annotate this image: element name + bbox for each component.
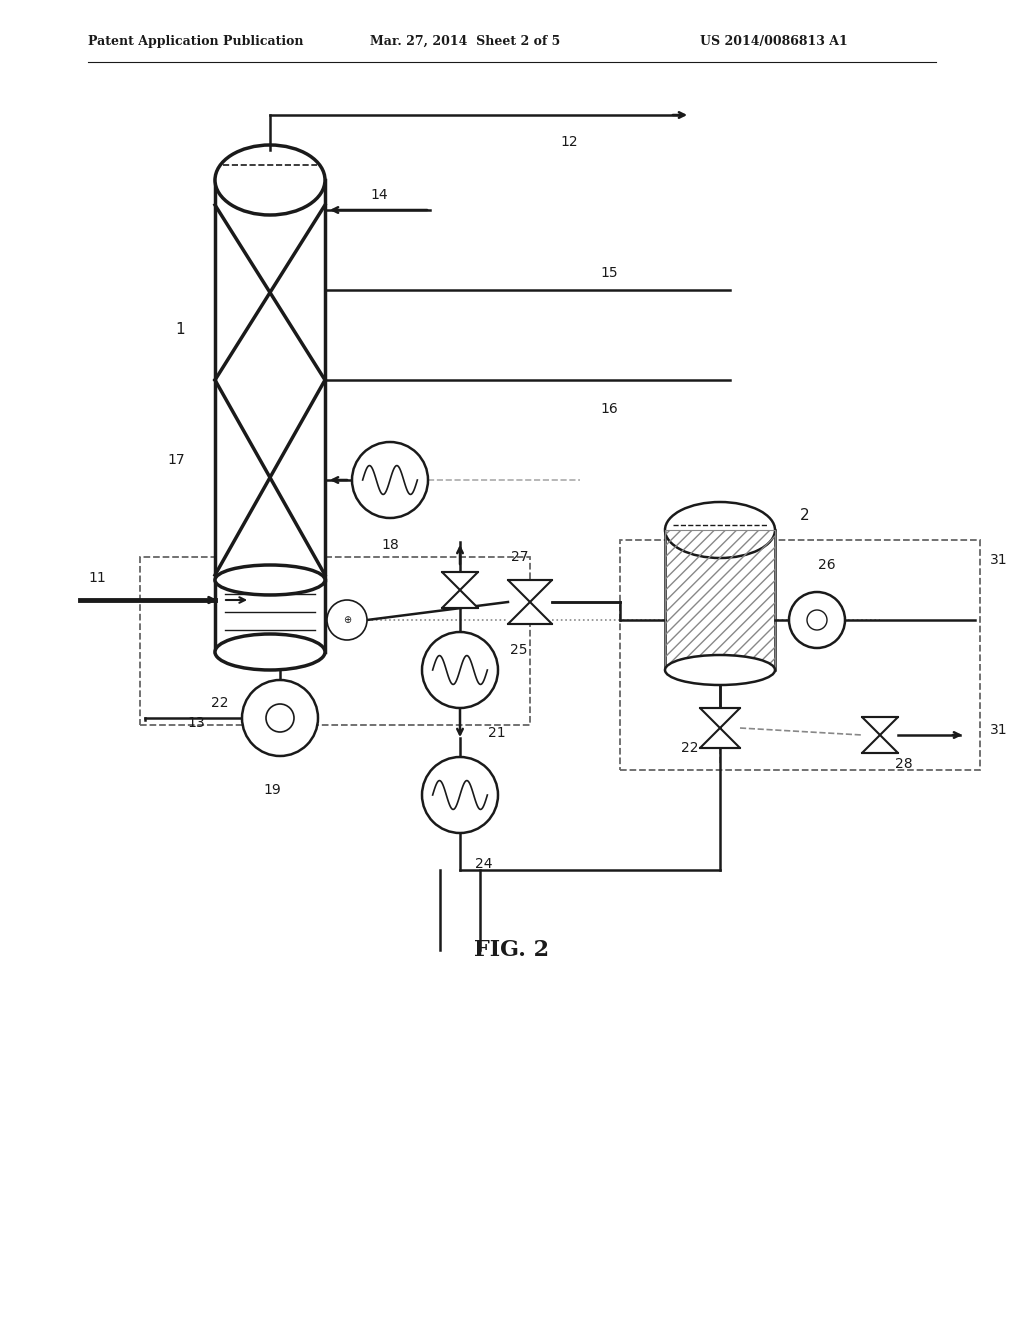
Text: 18: 18 (381, 539, 399, 552)
Text: 31: 31 (990, 723, 1008, 737)
Text: 28: 28 (895, 756, 912, 771)
Polygon shape (862, 717, 898, 735)
Polygon shape (700, 729, 740, 748)
Text: 19: 19 (263, 783, 281, 797)
Text: 22: 22 (681, 741, 698, 755)
Text: US 2014/0086813 A1: US 2014/0086813 A1 (700, 36, 848, 48)
Polygon shape (508, 579, 552, 602)
Ellipse shape (665, 655, 775, 685)
Ellipse shape (665, 502, 775, 558)
Text: 11: 11 (88, 572, 105, 585)
Text: 21: 21 (488, 726, 506, 741)
Ellipse shape (215, 634, 325, 671)
Circle shape (352, 442, 428, 517)
Text: 14: 14 (370, 187, 388, 202)
Circle shape (807, 610, 827, 630)
Text: 24: 24 (475, 857, 493, 871)
Text: 22: 22 (211, 696, 228, 710)
Text: 31: 31 (990, 553, 1008, 568)
Polygon shape (442, 590, 478, 609)
Text: FIG. 2: FIG. 2 (474, 939, 550, 961)
Ellipse shape (215, 565, 325, 595)
Text: 25: 25 (510, 643, 527, 657)
Circle shape (790, 591, 845, 648)
Bar (215, 579, 325, 652)
Text: 16: 16 (600, 403, 617, 416)
Text: 1: 1 (175, 322, 185, 338)
Circle shape (422, 756, 498, 833)
Bar (665, 531, 775, 671)
Polygon shape (442, 572, 478, 590)
Text: Patent Application Publication: Patent Application Publication (88, 36, 303, 48)
Bar (140, 557, 530, 725)
Bar (620, 540, 980, 770)
Circle shape (422, 632, 498, 708)
Bar (215, 180, 325, 579)
Circle shape (327, 601, 367, 640)
Text: 2: 2 (800, 507, 810, 523)
Text: 12: 12 (560, 135, 578, 149)
Bar (665, 531, 775, 671)
Polygon shape (508, 602, 552, 624)
Text: ⊕: ⊕ (343, 615, 351, 624)
Circle shape (266, 704, 294, 733)
Ellipse shape (215, 145, 325, 215)
Text: Mar. 27, 2014  Sheet 2 of 5: Mar. 27, 2014 Sheet 2 of 5 (370, 36, 560, 48)
Text: 13: 13 (187, 715, 205, 730)
Circle shape (242, 680, 318, 756)
Polygon shape (862, 735, 898, 752)
Text: 26: 26 (818, 558, 836, 572)
Text: 17: 17 (167, 453, 185, 467)
Text: 15: 15 (600, 267, 617, 280)
Text: 27: 27 (511, 550, 528, 564)
Polygon shape (700, 708, 740, 729)
